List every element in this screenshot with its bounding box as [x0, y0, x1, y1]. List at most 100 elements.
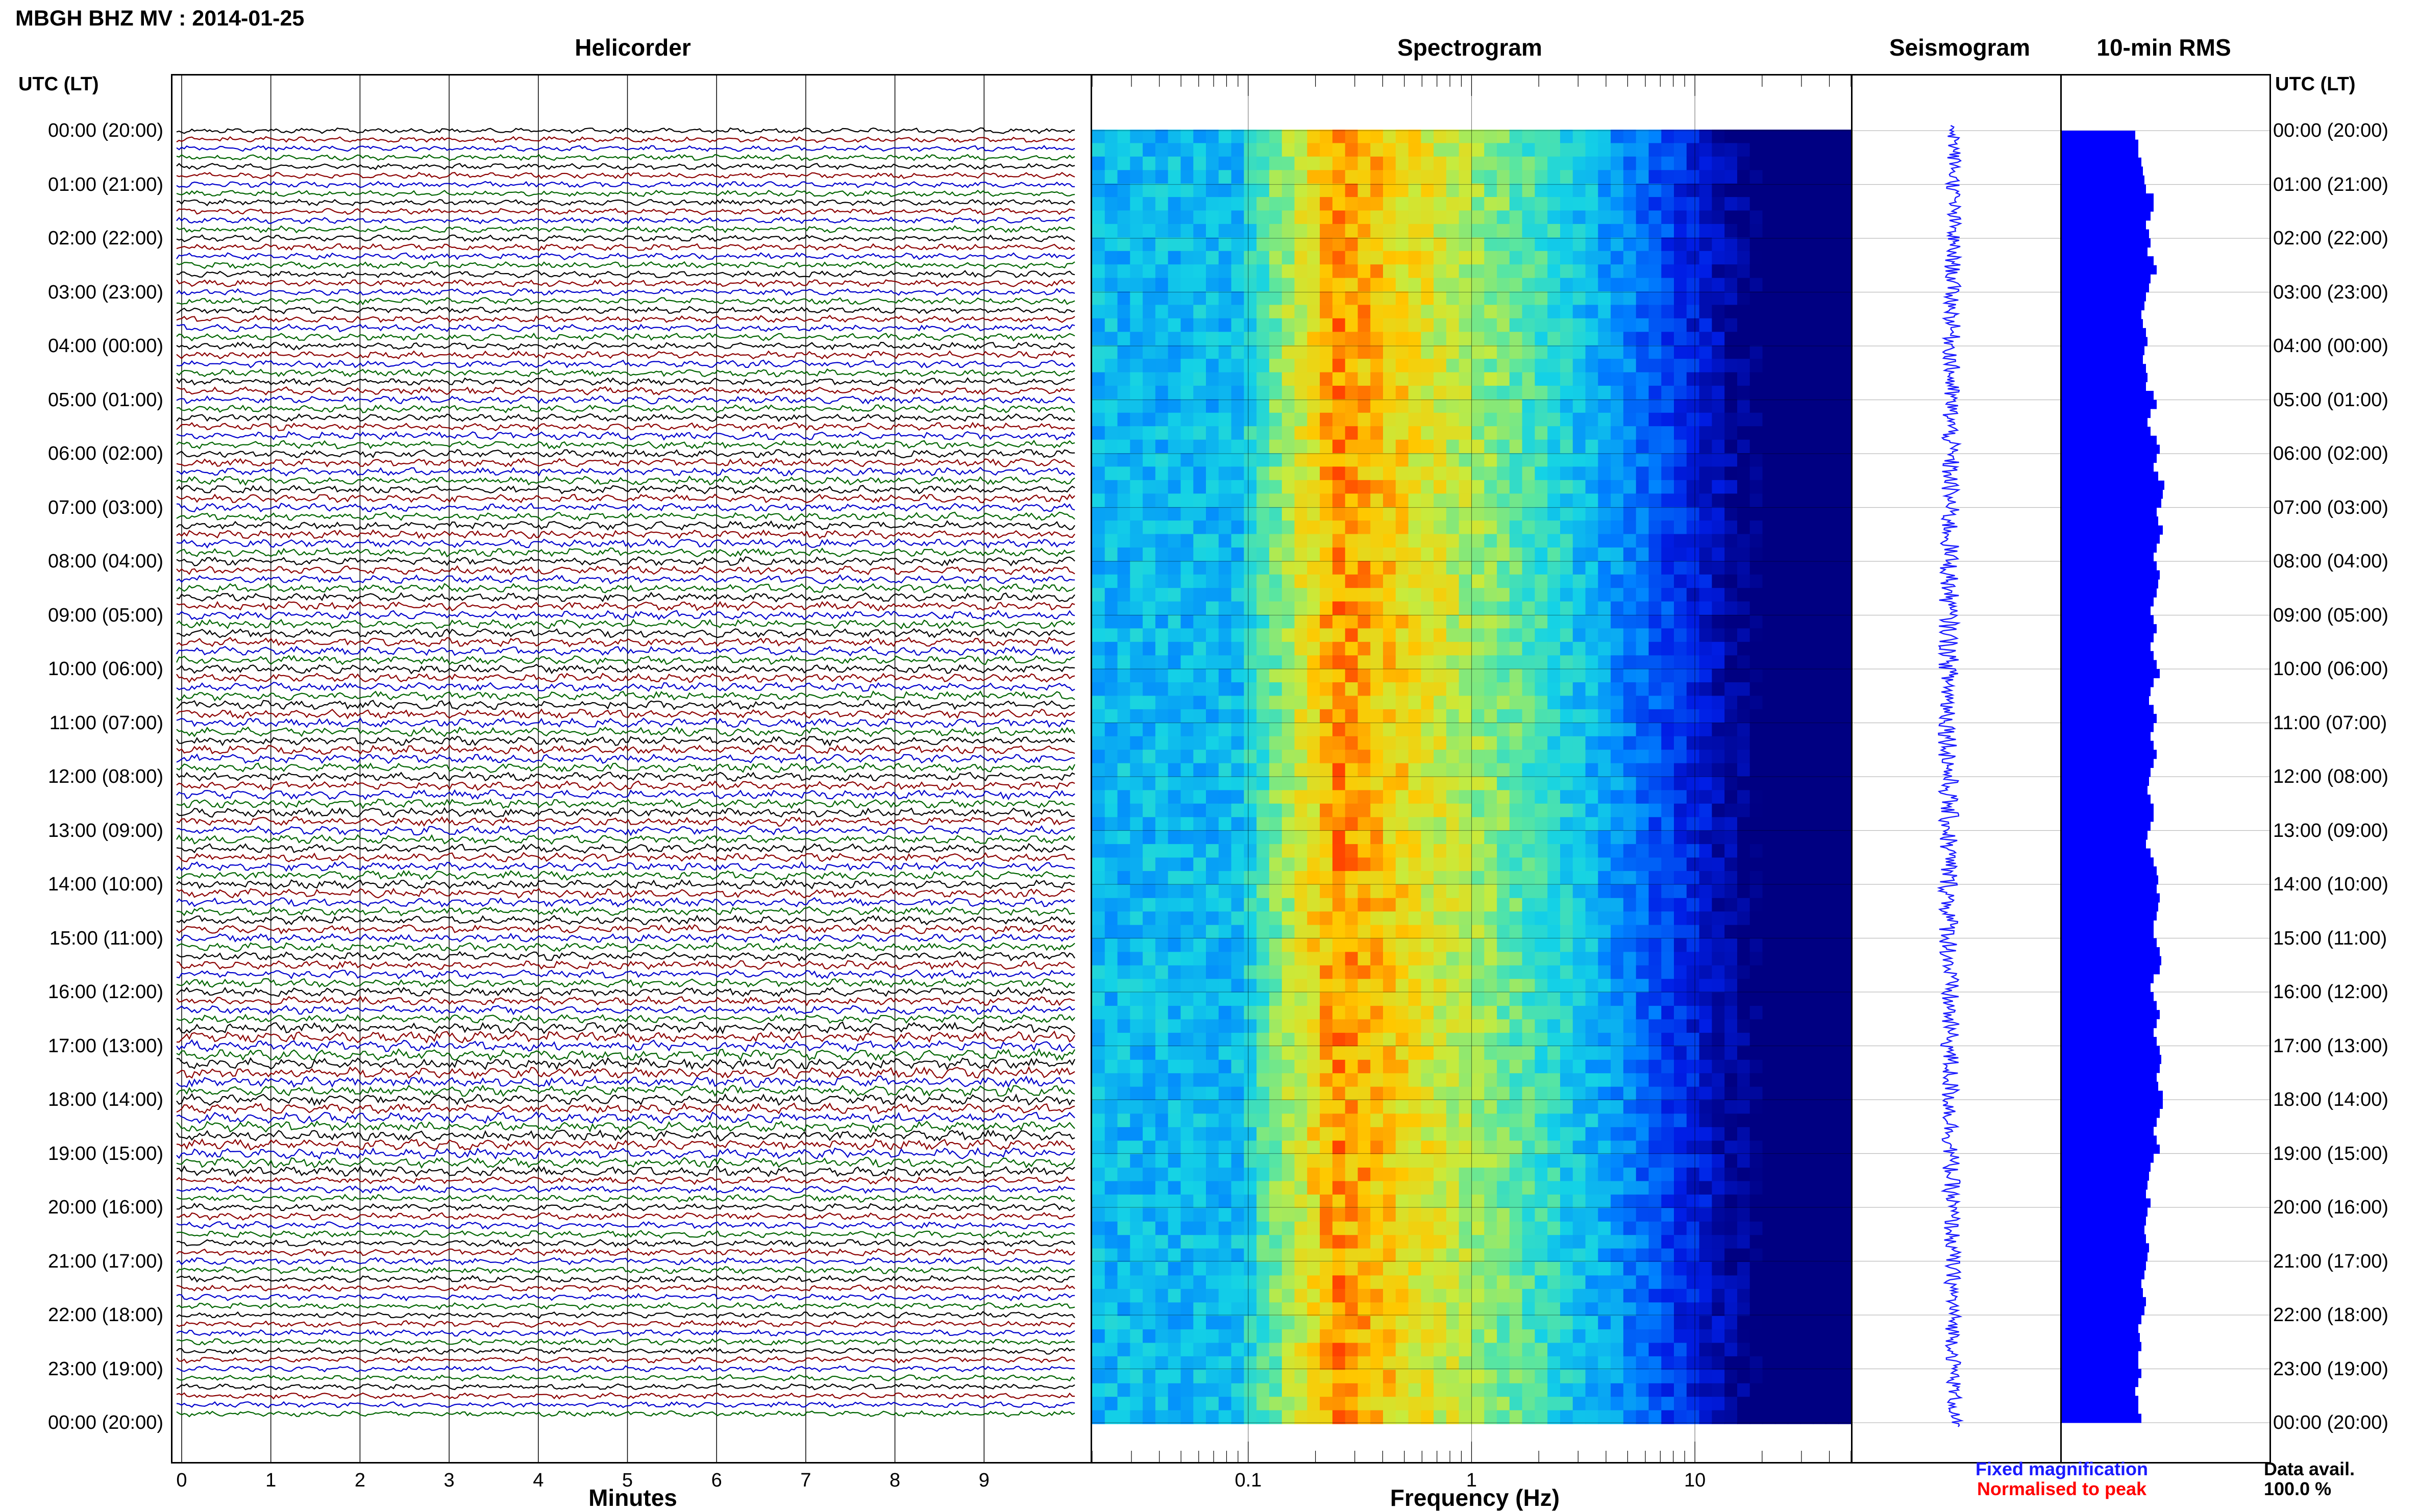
spectrogram-cell: [1269, 493, 1282, 508]
spectrogram-cell: [1231, 588, 1245, 602]
spectrogram-cell: [1256, 1073, 1270, 1087]
spectrogram-cell: [1143, 385, 1156, 400]
spectrogram-cell: [1256, 520, 1270, 535]
spectrogram-cell: [1421, 1235, 1434, 1249]
spectrogram-cell: [1522, 183, 1536, 197]
spectrogram-cell: [1547, 1397, 1561, 1411]
spectrogram-cell: [1320, 291, 1333, 306]
spectrogram-cell: [1332, 372, 1346, 386]
spectrogram-cell: [1357, 1194, 1371, 1209]
spectrogram-cell: [1674, 655, 1687, 670]
spectrogram-cell: [1294, 884, 1308, 899]
spectrogram-cell: [1648, 1059, 1662, 1074]
spectrogram-cell: [1712, 210, 1725, 225]
spectrogram-cell: [1345, 372, 1359, 386]
spectrogram-cell: [1611, 1275, 1624, 1290]
spectrogram-cell: [1332, 1113, 1346, 1128]
spectrogram-cell: [1218, 426, 1232, 440]
spectrogram-cell: [1307, 1275, 1320, 1290]
spectrogram-cell: [1357, 1113, 1371, 1128]
spectrogram-cell: [1459, 170, 1472, 184]
spectrogram-cell: [1648, 197, 1662, 211]
spectrogram-cell: [1459, 426, 1472, 440]
spectrogram-cell: [1497, 1288, 1510, 1303]
spectrogram-cell: [1522, 615, 1536, 629]
spectrogram-cell: [1623, 979, 1637, 993]
spectrogram-cell: [1320, 871, 1333, 885]
spectrogram-cell: [1180, 709, 1194, 724]
spectrogram-cell: [1104, 1127, 1118, 1141]
spectrogram-cell: [1585, 803, 1599, 817]
spectrogram-cell: [1143, 750, 1156, 764]
spectrogram-cell: [1535, 399, 1548, 413]
helicorder-trace: [176, 574, 1075, 584]
spectrogram-cell: [1484, 952, 1497, 966]
spectrogram-cell: [1636, 1006, 1649, 1020]
spectrogram-cell: [1193, 291, 1206, 306]
spectrogram-cell: [1143, 830, 1156, 845]
spectrogram-cell: [1320, 1383, 1333, 1397]
helicorder-trace: [176, 332, 1075, 342]
spectrogram-cell: [1497, 1181, 1510, 1195]
spectrogram-cell: [1345, 938, 1359, 953]
spectrogram-cell: [1686, 278, 1700, 292]
spectrogram-cell: [1648, 628, 1662, 642]
spectrogram-cell: [1193, 817, 1206, 831]
spectrogram-cell: [1193, 439, 1206, 454]
spectrogram-cell: [1092, 493, 1105, 508]
spectrogram-cell: [1636, 453, 1649, 467]
spectrogram-cell: [1585, 696, 1599, 710]
spectrogram-cell: [1611, 803, 1624, 817]
spectrogram-cell: [1281, 1208, 1295, 1222]
spectrogram-cell: [1421, 1275, 1434, 1290]
spectrogram-cell: [1143, 210, 1156, 225]
spectrogram-cell: [1395, 817, 1409, 831]
spectrogram-cell: [1686, 170, 1700, 184]
spectrogram-cell: [1611, 1235, 1624, 1249]
spectrogram-cell: [1104, 857, 1118, 872]
spectrogram-cell: [1408, 1208, 1422, 1222]
spectrogram-cell: [1623, 790, 1637, 804]
spectrogram-cell: [1307, 453, 1320, 467]
spectrogram-cell: [1357, 534, 1371, 548]
spectrogram-cell: [1370, 399, 1384, 413]
spectrogram-cell: [1636, 1086, 1649, 1101]
spectrogram-cell: [1686, 709, 1700, 724]
spectrogram-cell: [1471, 1019, 1485, 1033]
spectrogram-cell: [1370, 1329, 1384, 1344]
spectrogram-cell: [1484, 628, 1497, 642]
spectrogram-cell: [1281, 682, 1295, 697]
spectrogram-cell: [1370, 844, 1384, 858]
spectrogram-cell: [1598, 952, 1611, 966]
spectrogram-cell: [1104, 183, 1118, 197]
spectrogram-cell: [1143, 412, 1156, 427]
spectrogram-cell: [1636, 493, 1649, 508]
spectrogram-cell: [1395, 1302, 1409, 1317]
spectrogram-cell: [1547, 803, 1561, 817]
spectrogram-cell: [1674, 1141, 1687, 1155]
spectrogram-cell: [1307, 615, 1320, 629]
spectrogram-cell: [1231, 305, 1245, 319]
spectrogram-cell: [1206, 1100, 1219, 1114]
spectrogram-cell: [1686, 844, 1700, 858]
spectrogram-cell: [1206, 291, 1219, 306]
spectrogram-cell: [1611, 857, 1624, 872]
spectrogram-cell: [1535, 1006, 1548, 1020]
spectrogram-cell: [1636, 264, 1649, 279]
spectrogram-cell: [1193, 588, 1206, 602]
spectrogram-cell: [1168, 871, 1181, 885]
spectrogram-cell: [1332, 830, 1346, 845]
spectrogram-cell: [1117, 439, 1131, 454]
spectrogram-cell: [1269, 561, 1282, 575]
spectrogram-cell: [1281, 1086, 1295, 1101]
spectrogram-cell: [1281, 628, 1295, 642]
spectrogram-cell: [1434, 1113, 1447, 1128]
spectrogram-cell: [1674, 439, 1687, 454]
spectrogram-cell: [1370, 857, 1384, 872]
spectrogram-cell: [1168, 844, 1181, 858]
spectrogram-cell: [1357, 979, 1371, 993]
spectrogram-cell: [1459, 1208, 1472, 1222]
spectrogram-cell: [1572, 574, 1586, 588]
spectrogram-cell: [1611, 588, 1624, 602]
helicorder-trace: [176, 1410, 1075, 1418]
